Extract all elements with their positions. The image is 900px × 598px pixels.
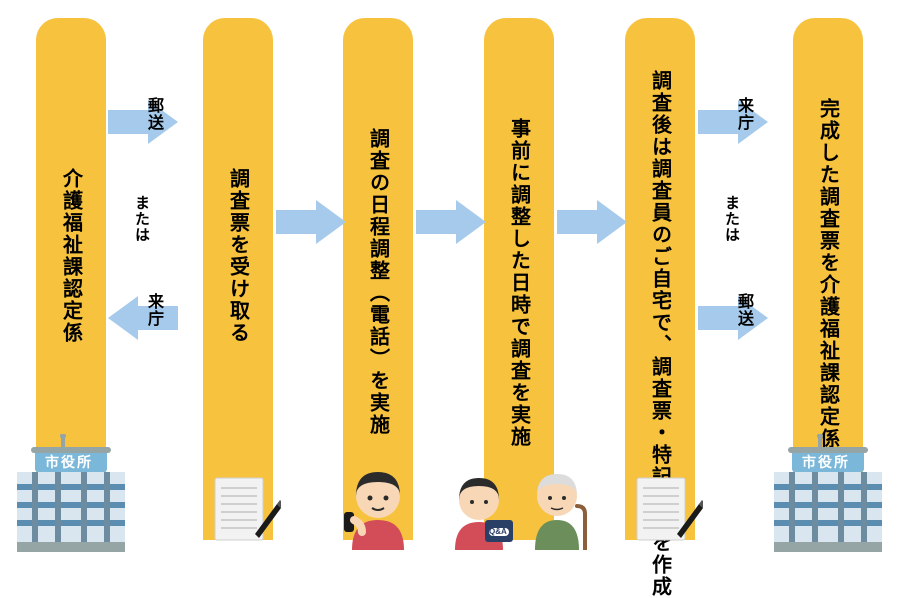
arrow-2-label: 来庁 <box>141 293 165 327</box>
arrow-1-label: 郵送 <box>141 97 165 131</box>
arrow-6-label: 来庁 <box>731 97 755 131</box>
building-1-label: 市役所 <box>45 452 93 472</box>
col6-text: 完成した調査票を介護福祉課認定係へ <box>814 98 843 472</box>
arrow-right-5 <box>557 200 627 244</box>
paper-icon-1 <box>211 474 281 555</box>
column-5: 調査後は調査員のご自宅で、調査票・特記事項を作成 <box>625 18 695 540</box>
paper-icon-2 <box>633 474 703 555</box>
col2-text: 調査票を受け取る <box>224 168 253 344</box>
col3-text: 調査の日程調整（電話）を実施 <box>364 128 393 436</box>
building-icon-2: 市役所 <box>764 434 892 557</box>
col1-text: 介護福祉課認定係 <box>57 168 86 344</box>
or-label-1: または <box>131 195 152 243</box>
or-label-2: または <box>721 195 742 243</box>
col4-text: 事前に調整した日時で調査を実施 <box>505 118 534 448</box>
arrow-right-3 <box>276 200 346 244</box>
column-2: 調査票を受け取る <box>203 18 273 540</box>
qa-pill-text: Q&A <box>489 527 507 536</box>
building-2-label: 市役所 <box>802 452 850 472</box>
arrow-right-4 <box>416 200 486 244</box>
arrow-7-label: 郵送 <box>731 293 755 327</box>
qa-scene-icon: Q&A <box>449 454 599 555</box>
building-icon-1: 市役所 <box>7 434 135 557</box>
phone-person-icon <box>332 462 424 555</box>
